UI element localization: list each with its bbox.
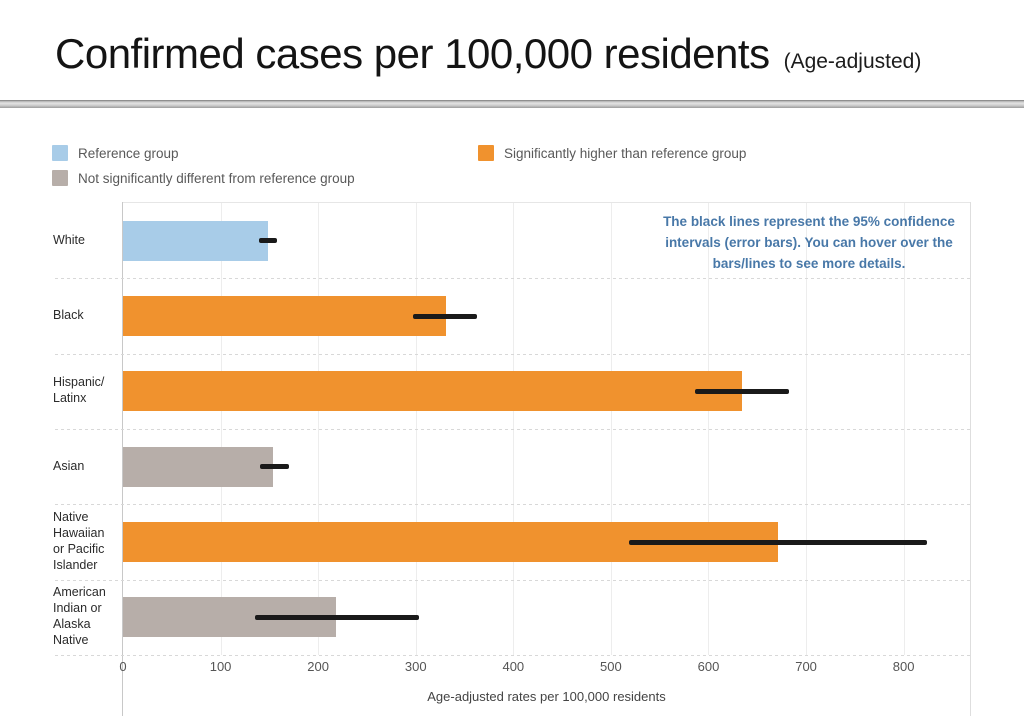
x-tick-label-500: 500 bbox=[600, 659, 622, 674]
legend-label-reference: Reference group bbox=[78, 145, 179, 161]
x-axis-title: Age-adjusted rates per 100,000 residents bbox=[427, 689, 666, 704]
legend-label-significantly-higher: Significantly higher than reference grou… bbox=[504, 145, 747, 161]
category-label-white: White bbox=[53, 232, 85, 247]
legend-swatch-significantly-higher bbox=[478, 145, 494, 161]
legend-item-reference-group: Reference group bbox=[52, 144, 179, 162]
legend-label-not-significant: Not significantly different from referen… bbox=[78, 170, 355, 186]
x-tick-label-100: 100 bbox=[209, 659, 232, 674]
confidence-interval-annotation: The black lines represent the 95% confid… bbox=[663, 214, 955, 271]
bar-asian[interactable] bbox=[123, 446, 274, 487]
page-title-suffix: (Age-adjusted) bbox=[783, 50, 922, 73]
bar-white[interactable] bbox=[123, 220, 269, 261]
legend-item-significantly-higher: Significantly higher than reference grou… bbox=[478, 144, 746, 162]
x-tick-label-600: 600 bbox=[697, 659, 720, 674]
category-label-asian: Asian bbox=[53, 458, 85, 473]
error-bar-native-hawaiian-or-pacific-islander[interactable] bbox=[629, 539, 928, 545]
x-tick-label-0: 0 bbox=[119, 659, 127, 674]
row-separator bbox=[55, 353, 970, 355]
page-title-text: Confirmed cases per 100,000 residents bbox=[55, 30, 770, 77]
error-bar-american-indian-or-alaska-native[interactable] bbox=[254, 614, 419, 620]
x-tick-label-300: 300 bbox=[404, 659, 427, 674]
category-label-black: Black bbox=[53, 308, 84, 322]
page-title: Confirmed cases per 100,000 residents (Ag… bbox=[55, 30, 921, 78]
bar-hispanic-latinx[interactable] bbox=[123, 371, 742, 412]
row-separator-bottom bbox=[55, 655, 970, 656]
x-tick-label-700: 700 bbox=[795, 659, 817, 674]
error-bar-asian[interactable] bbox=[259, 464, 289, 470]
plot-area bbox=[55, 202, 970, 656]
x-tick-label-200: 200 bbox=[307, 659, 330, 674]
category-label-american-indian-or-alaska-native: American Indian or Alaska Native bbox=[53, 585, 106, 648]
row-separator bbox=[55, 429, 970, 430]
error-bar-hispanic-latinx[interactable] bbox=[694, 388, 790, 394]
row-separator bbox=[55, 579, 970, 581]
error-bar-white[interactable] bbox=[258, 238, 278, 244]
y-axis-line bbox=[122, 202, 123, 716]
title-divider bbox=[0, 100, 1024, 108]
bar-black[interactable] bbox=[123, 296, 446, 336]
category-label-hispanic-latinx: Hispanic/ Latinx bbox=[53, 375, 105, 406]
error-bar-black[interactable] bbox=[412, 313, 478, 319]
legend-item-not-significant: Not significantly different from referen… bbox=[52, 169, 355, 187]
x-axis-ticks: 0 100 200 300 400 500 600 700 800 bbox=[119, 659, 970, 677]
row-separator bbox=[55, 278, 970, 280]
category-label-native-hawaiian-or-pacific-islander: Native Hawaiian or Pacific Islander bbox=[53, 510, 105, 572]
row-separator bbox=[55, 504, 970, 506]
category-labels: White Black Hispanic/ Latinx Asian Native Ha… bbox=[0, 202, 118, 654]
x-tick-label-800: 800 bbox=[892, 659, 915, 674]
legend-swatch-not-significant bbox=[52, 170, 68, 186]
plot-right-border bbox=[970, 202, 971, 716]
x-tick-label-400: 400 bbox=[502, 659, 525, 674]
legend-swatch-reference bbox=[52, 145, 68, 161]
